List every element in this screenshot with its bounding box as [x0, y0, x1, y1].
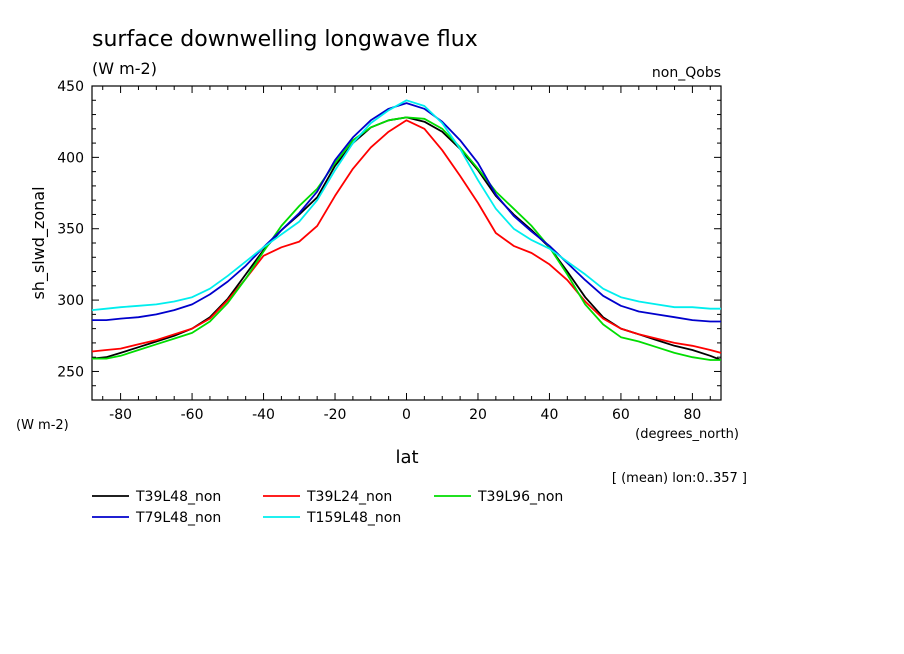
- series-line-t79l48_non: [92, 102, 721, 323]
- legend-label: T39L48_non: [135, 489, 221, 505]
- mean-annotation: [ (mean) lon:0..357 ]: [612, 471, 747, 486]
- y-tick-label: 300: [57, 293, 84, 309]
- x-axis-label: lat: [395, 447, 418, 468]
- x-tick-label: -20: [324, 407, 347, 423]
- series-line-t39l96_non: [92, 116, 721, 361]
- series-line-t39l48_non: [91, 116, 722, 361]
- x-tick-label: 0: [402, 407, 411, 423]
- experiment-label: non_Qobs: [652, 65, 721, 81]
- legend-label: T39L24_non: [306, 489, 392, 505]
- y-tick-label: 250: [57, 364, 84, 380]
- legend: T39L48_non T39L24_non T39L96_non T79L48_non…: [92, 489, 563, 526]
- y-tick-label: 400: [57, 150, 84, 166]
- legend-label: T39L96_non: [477, 489, 563, 505]
- y-tick-label: 450: [57, 79, 84, 95]
- chart-subtitle: (W m-2): [92, 59, 157, 78]
- x-tick-label: 20: [469, 407, 487, 423]
- x-tick-label: -60: [181, 407, 204, 423]
- x-axis-units: (degrees_north): [635, 427, 739, 442]
- plot-frame: [91, 85, 722, 401]
- x-tick-label: 80: [683, 407, 701, 423]
- legend-label: T159L48_non: [306, 510, 401, 526]
- series-line-t39l24_non: [91, 119, 722, 354]
- x-tick-label: 40: [541, 407, 559, 423]
- x-tick-label: -80: [109, 407, 132, 423]
- series-line-t159l48_non: [91, 99, 721, 311]
- y-axis-label: sh_slwd_zonal: [29, 186, 49, 299]
- x-tick-label: -40: [252, 407, 275, 423]
- y-axis-units: (W m-2): [16, 418, 69, 433]
- chart-title: surface downwelling longwave flux: [92, 27, 478, 52]
- y-tick-label: 350: [57, 222, 84, 238]
- x-tick-label: 60: [612, 407, 630, 423]
- plot-area: -80 -60 -40 -20 0 20 40 60 80 250 300 350 400 450: [57, 79, 722, 423]
- legend-label: T79L48_non: [135, 510, 221, 526]
